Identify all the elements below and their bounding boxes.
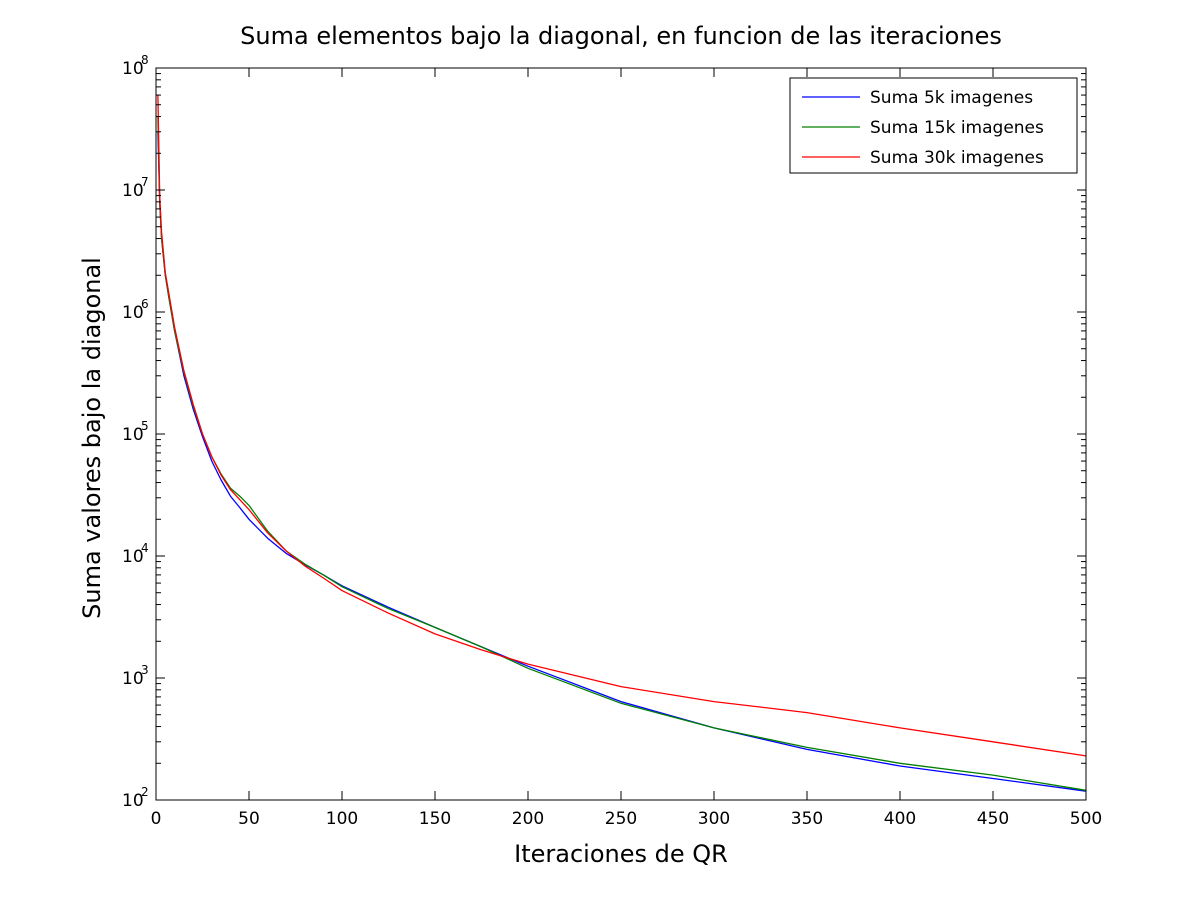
y-tick-base: 10 xyxy=(122,791,144,811)
y-tick-label: 103 xyxy=(122,663,149,689)
series-line-2 xyxy=(157,116,1087,791)
x-tick-label: 100 xyxy=(326,809,358,829)
legend-label: Suma 15k imagenes xyxy=(870,118,1044,138)
y-tick-exponent: 8 xyxy=(141,53,149,67)
series-line-3 xyxy=(157,95,1087,757)
x-tick-label: 450 xyxy=(977,809,1009,829)
x-tick-label: 350 xyxy=(791,809,823,829)
legend: Suma 5k imagenes Suma 15k imagenes Suma 30… xyxy=(789,77,1078,174)
x-ticks: 0 50 100 150 200 250 300 350 400 450 500 xyxy=(151,68,1102,829)
y-tick-exponent: 5 xyxy=(141,419,149,433)
y-tick-exponent: 6 xyxy=(141,297,149,311)
x-tick-label: 250 xyxy=(605,809,637,829)
x-tick-label: 500 xyxy=(1070,809,1102,829)
x-tick-label: 200 xyxy=(512,809,544,829)
y-tick-base: 10 xyxy=(122,425,144,445)
y-tick-base: 10 xyxy=(122,669,144,689)
chart-title: Suma elementos bajo la diagonal, en func… xyxy=(240,22,1002,50)
y-tick-label: 104 xyxy=(122,541,149,567)
y-tick-label: 107 xyxy=(122,175,149,201)
y-tick-label: 106 xyxy=(122,297,149,323)
x-tick-label: 0 xyxy=(151,809,162,829)
y-tick-exponent: 7 xyxy=(141,175,149,189)
y-tick-base: 10 xyxy=(122,181,144,201)
legend-label: Suma 30k imagenes xyxy=(870,148,1044,168)
series-line-1 xyxy=(157,131,1087,792)
series-layer xyxy=(157,95,1087,792)
y-tick-label: 108 xyxy=(122,53,149,79)
y-tick-exponent: 3 xyxy=(141,663,149,677)
x-tick-label: 400 xyxy=(884,809,916,829)
x-tick-label: 50 xyxy=(238,809,260,829)
y-tick-exponent: 2 xyxy=(141,785,149,799)
x-axis-label: Iteraciones de QR xyxy=(514,840,728,868)
y-tick-base: 10 xyxy=(122,59,144,79)
y-tick-exponent: 4 xyxy=(141,541,149,555)
y-tick-label: 105 xyxy=(122,419,149,445)
plot-frame xyxy=(155,67,1087,801)
x-tick-label: 150 xyxy=(419,809,451,829)
y-tick-base: 10 xyxy=(122,547,144,567)
x-tick-label: 300 xyxy=(698,809,730,829)
y-tick-base: 10 xyxy=(122,303,144,323)
y-tick-label: 102 xyxy=(122,785,149,811)
legend-label: Suma 5k imagenes xyxy=(870,88,1033,108)
